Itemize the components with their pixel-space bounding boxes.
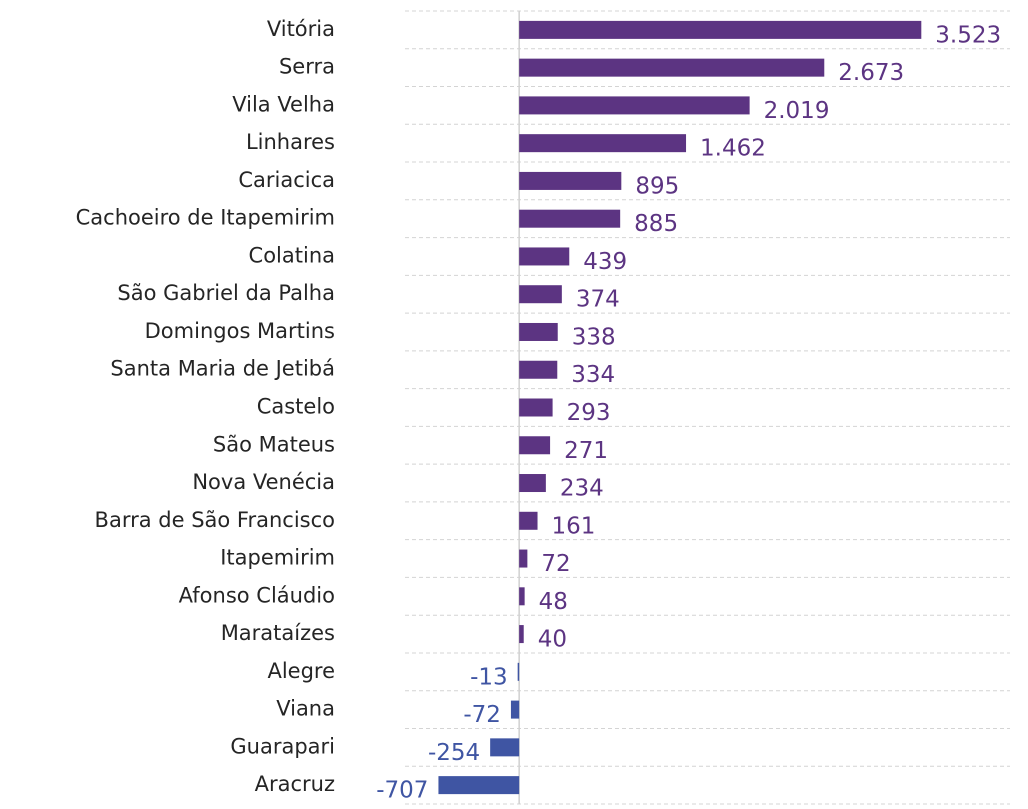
value-label: 161 (552, 513, 596, 539)
bar (519, 436, 551, 455)
value-label: -13 (470, 664, 508, 690)
category-label: Barra de São Francisco (95, 508, 335, 532)
category-label: Colatina (249, 243, 335, 267)
category-label: Cariacica (238, 168, 335, 192)
category-label: Guarapari (230, 734, 335, 758)
value-label: 2.019 (764, 98, 830, 124)
category-label: Itapemirim (220, 546, 335, 570)
bar (519, 96, 750, 115)
value-label: 1.462 (700, 136, 766, 162)
category-label: Cachoeiro de Itapemirim (76, 206, 335, 230)
bar (519, 322, 558, 341)
bar (519, 360, 558, 379)
value-label: -254 (428, 740, 480, 766)
category-label: Alegre (267, 659, 335, 683)
value-label: -72 (463, 702, 501, 728)
category-label: Serra (279, 55, 335, 79)
category-label: Vitória (267, 17, 335, 41)
bar (519, 247, 570, 266)
bar (519, 285, 562, 304)
category-label: Aracruz (255, 772, 335, 796)
value-label: 2.673 (838, 60, 904, 86)
value-label: 885 (634, 211, 678, 237)
bar (519, 58, 825, 77)
bar (519, 587, 525, 606)
value-label: 439 (583, 249, 627, 275)
category-label: Santa Maria de Jetibá (110, 357, 335, 381)
value-label: 338 (572, 324, 616, 350)
bar (519, 511, 538, 530)
value-label: 293 (567, 400, 611, 426)
category-label: Viana (276, 697, 335, 721)
bar (517, 662, 520, 681)
bar (519, 134, 687, 153)
bar (519, 474, 546, 493)
category-label: Afonso Cláudio (179, 583, 335, 607)
category-label: São Mateus (213, 432, 335, 456)
category-label: Linhares (246, 130, 335, 154)
category-label: Castelo (257, 395, 335, 419)
value-label: -707 (376, 778, 428, 804)
value-label: 40 (538, 627, 567, 653)
value-label: 48 (539, 589, 568, 615)
category-label: Vila Velha (232, 92, 335, 116)
value-label: 3.523 (935, 22, 1001, 48)
bar (519, 171, 622, 190)
value-label: 72 (541, 551, 570, 577)
value-label: 374 (576, 287, 620, 313)
bar (519, 625, 524, 644)
value-label: 334 (571, 362, 615, 388)
bar (510, 700, 520, 719)
category-label: São Gabriel da Palha (117, 281, 335, 305)
bar (519, 549, 528, 568)
bar (519, 20, 922, 39)
value-label: 271 (564, 438, 608, 464)
value-label: 895 (635, 173, 679, 199)
category-label: Nova Venécia (192, 470, 335, 494)
value-label: 234 (560, 476, 604, 502)
category-label: Marataízes (221, 621, 335, 645)
bar (490, 738, 520, 757)
bar (519, 209, 621, 228)
category-label: Domingos Martins (145, 319, 335, 343)
bar (519, 398, 553, 417)
bar (438, 776, 520, 795)
